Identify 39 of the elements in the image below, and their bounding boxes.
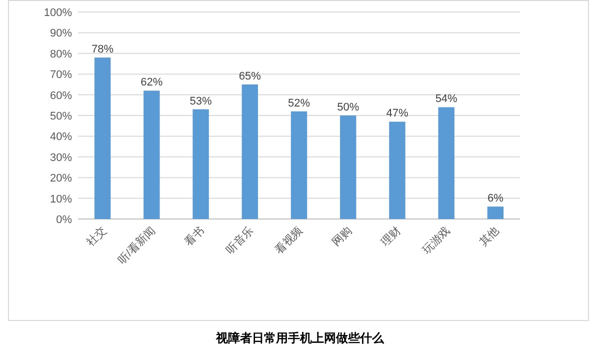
bar (438, 107, 454, 219)
data-label: 52% (288, 97, 310, 110)
x-tick-label: 看视频 (272, 224, 306, 256)
y-tick-label: 0% (56, 214, 72, 226)
bar (487, 206, 504, 219)
bar (389, 122, 406, 219)
x-tick-label: 社交 (84, 224, 109, 249)
bar (340, 116, 356, 219)
y-tick-label: 30% (50, 152, 72, 164)
data-label: 6% (487, 192, 504, 205)
y-tick-label: 70% (50, 69, 72, 82)
x-tick-label: 看书 (182, 224, 207, 249)
text: 视障者日常用手机上网做些什么 (215, 331, 385, 345)
x-tick-label: 其他 (476, 224, 502, 249)
x-tick-label: 玩游戏 (420, 224, 452, 256)
x-tick-label: 听音乐 (223, 224, 256, 256)
y-tick-label: 100% (44, 7, 72, 19)
y-tick-label: 60% (50, 90, 72, 102)
x-tick-label: 网购 (330, 224, 354, 249)
bar (290, 111, 308, 219)
y-tick-label: 20% (50, 172, 72, 185)
y-tick-label: 50% (50, 110, 72, 122)
y-tick-label: 40% (50, 131, 72, 144)
x-tick-label: 理财 (378, 224, 404, 249)
data-label: 65% (238, 70, 262, 82)
data-label: 62% (140, 76, 163, 89)
data-label: 50% (337, 102, 360, 114)
y-tick-label: 90% (50, 28, 72, 40)
x-tick-label: 听/看新闻 (115, 224, 158, 266)
y-tick-label: 80% (50, 48, 72, 60)
bar (242, 84, 258, 219)
bar (192, 109, 209, 219)
data-label: 53% (190, 95, 212, 108)
data-label: 54% (435, 93, 458, 106)
bar (94, 58, 111, 219)
data-label: 47% (386, 108, 408, 120)
data-label: 78% (92, 44, 114, 56)
y-tick-label: 10% (50, 193, 72, 206)
bar (144, 90, 160, 219)
